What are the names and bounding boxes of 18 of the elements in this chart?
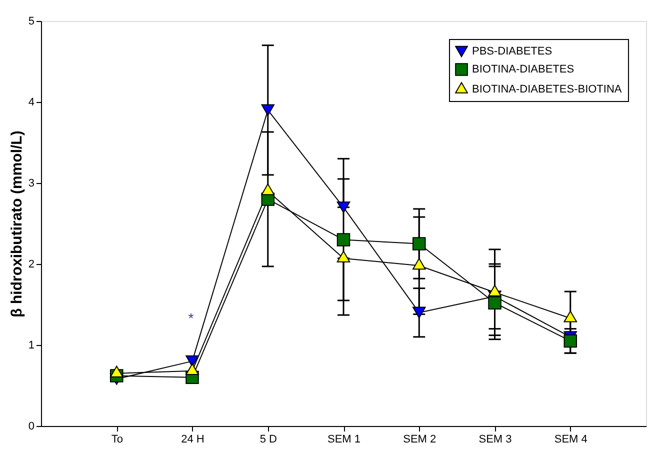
y-tick-label: 0 xyxy=(28,420,34,432)
x-tick-label: SEM 3 xyxy=(478,434,512,446)
y-tick-label: 3 xyxy=(28,178,34,190)
y-tick-label: 4 xyxy=(28,96,34,108)
legend-label: BIOTINA-DIABETES-BIOTINA xyxy=(472,84,622,96)
y-axis-title: β hidroxibutirato (mmol/L) xyxy=(8,130,26,318)
x-tick-label: SEM 1 xyxy=(327,434,361,446)
x-tick-label: SEM 2 xyxy=(403,434,436,446)
x-tick-label: SEM 4 xyxy=(554,434,588,446)
y-tick-label: 1 xyxy=(28,340,34,352)
legend-label: BIOTINA-DIABETES xyxy=(472,64,574,76)
y-tick-label: 2 xyxy=(28,258,34,270)
x-tick-label: 24 H xyxy=(181,434,204,446)
x-tick-label: 5 D xyxy=(260,434,277,446)
x-tick-label: To xyxy=(111,434,123,446)
annotation: * xyxy=(188,310,194,326)
y-tick-label: 5 xyxy=(28,16,34,28)
legend-label: PBS-DIABETES xyxy=(472,46,552,58)
